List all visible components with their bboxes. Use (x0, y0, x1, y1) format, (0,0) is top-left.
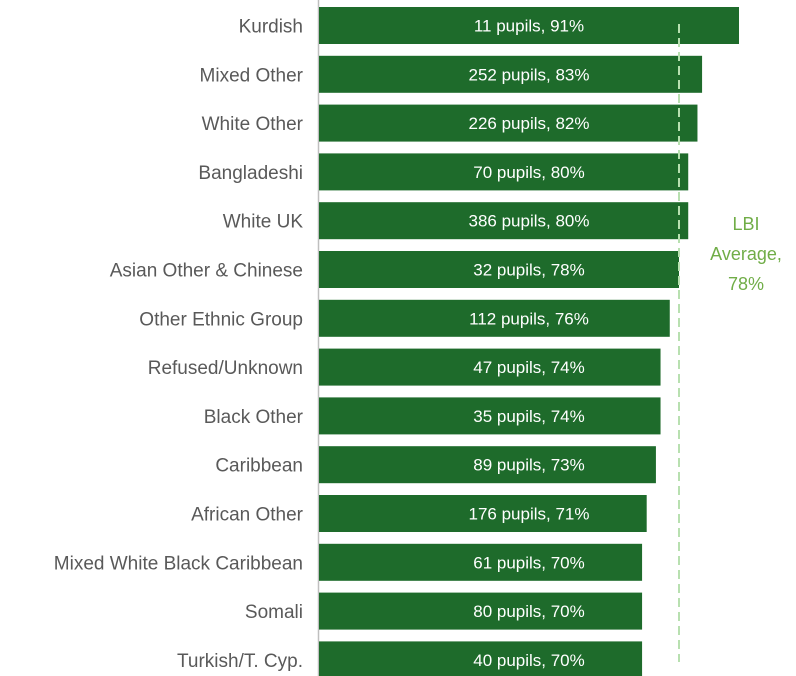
category-label: Somali (245, 602, 303, 623)
data-label: 176 pupils, 71% (469, 505, 590, 524)
category-label: Turkish/T. Cyp. (177, 651, 303, 672)
bar (319, 592, 643, 630)
bar (319, 348, 661, 386)
lbi-average-label-line: LBI (732, 214, 759, 234)
bars-group (319, 7, 739, 676)
category-label: Asian Other & Chinese (110, 261, 303, 282)
data-label: 11 pupils, 91% (474, 17, 584, 36)
category-labels-group: Kurdish Mixed Other White Other Bangladeshi… (54, 17, 304, 672)
data-label: 89 pupils, 73% (473, 456, 585, 475)
category-label: Mixed Other (200, 65, 304, 86)
category-label: White Other (202, 114, 304, 135)
lbi-average-label: LBI Average, 78% (710, 214, 782, 294)
bar (319, 495, 647, 532)
data-label: 386 pupils, 80% (469, 212, 590, 231)
category-label: Bangladeshi (198, 163, 303, 184)
category-label: Kurdish (239, 17, 303, 38)
bar (319, 7, 739, 44)
bar (319, 299, 670, 337)
bar (319, 446, 656, 484)
category-label: African Other (191, 505, 304, 526)
lbi-average-label-line: Average, (710, 244, 782, 264)
data-label: 47 pupils, 74% (473, 358, 585, 377)
data-label: 252 pupils, 83% (469, 65, 590, 84)
data-label: 226 pupils, 82% (469, 114, 590, 133)
bar (319, 397, 661, 435)
bar (319, 251, 679, 288)
data-label: 112 pupils, 76% (469, 309, 589, 328)
bar (319, 153, 689, 191)
category-label: Refused/Unknown (148, 358, 303, 379)
category-label: Mixed White Black Caribbean (54, 553, 303, 574)
category-label: Caribbean (215, 456, 303, 477)
bar (319, 104, 698, 142)
category-label: White UK (223, 212, 304, 233)
data-labels-group: 11 pupils, 91% 252 pupils, 83% 226 pupils,… (469, 17, 590, 670)
bar (319, 641, 643, 676)
data-label: 32 pupils, 78% (473, 261, 585, 280)
data-label: 35 pupils, 74% (473, 407, 585, 426)
category-label: Other Ethnic Group (139, 309, 303, 330)
category-label: Black Other (204, 407, 304, 428)
bar (319, 55, 703, 93)
data-label: 70 pupils, 80% (473, 163, 585, 182)
data-label: 40 pupils, 70% (473, 651, 585, 670)
bar (319, 543, 643, 581)
bar (319, 202, 689, 240)
lbi-average-label-line: 78% (728, 274, 764, 294)
data-label: 61 pupils, 70% (473, 553, 585, 572)
data-label: 80 pupils, 70% (473, 602, 585, 621)
